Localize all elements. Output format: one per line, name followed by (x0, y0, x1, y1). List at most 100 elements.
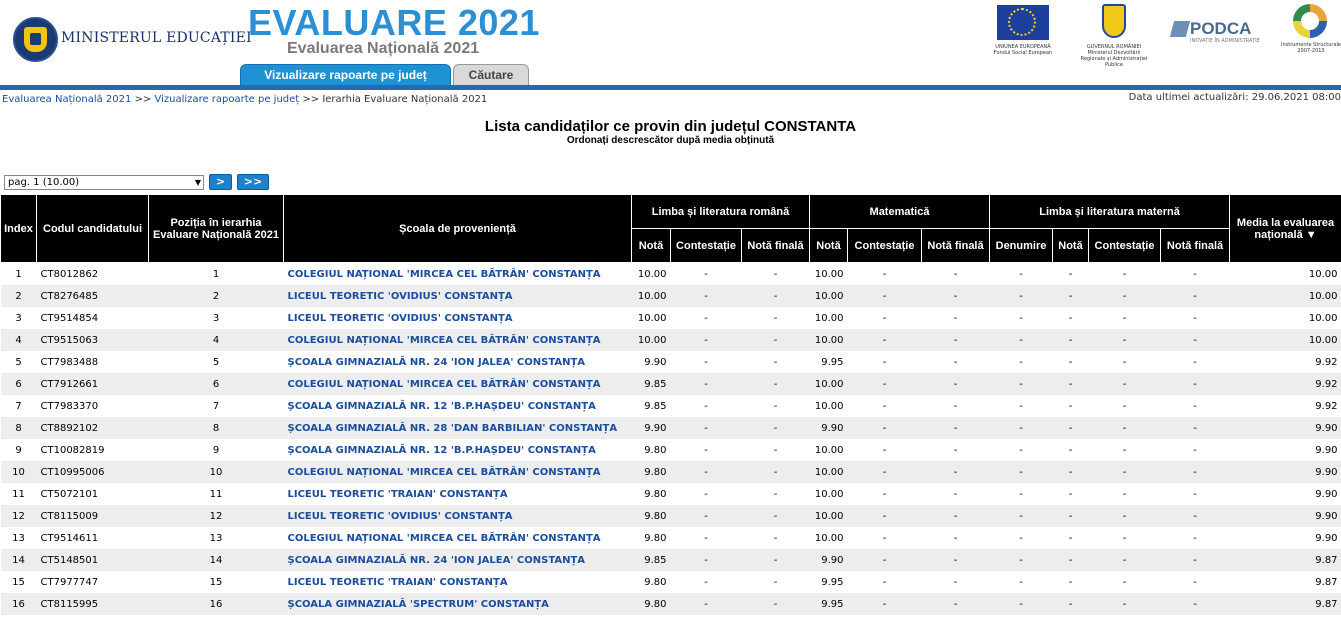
cell-romana-nota: 9.90 (631, 417, 671, 439)
cell-materna-nota-finala: - (1160, 417, 1230, 439)
col-materna-nota-header[interactable]: Notă (1052, 228, 1089, 263)
col-mate-contestatie-header[interactable]: Contestație (847, 228, 922, 263)
cell-candidate-code: CT5148501 (36, 549, 149, 571)
cell-materna-nota: - (1052, 549, 1089, 571)
results-table: Index Codul candidatului Poziția în iera… (0, 194, 1341, 615)
site-subtitle: Evaluarea Națională 2021 (287, 40, 480, 57)
cell-materna-denumire: - (989, 593, 1053, 615)
col-romana-contestatie-header[interactable]: Contestație (670, 228, 742, 263)
cell-school-link[interactable]: ȘCOALA GIMNAZIALĂ NR. 24 'ION JALEA' CON… (283, 351, 632, 373)
cell-romana-nota-finala: - (741, 461, 810, 483)
cell-romana-nota: 9.85 (631, 373, 671, 395)
cell-school-link[interactable]: COLEGIUL NAȚIONAL 'MIRCEA CEL BĂTRÂN' CO… (283, 461, 632, 483)
cell-position: 16 (148, 593, 284, 615)
cell-materna-contestatie: - (1088, 285, 1161, 307)
page-header: MINISTERUL EDUCAȚIEI EVALUARE 2021 Evalu… (0, 0, 1341, 90)
cell-mate-nota-finala: - (921, 285, 990, 307)
cell-mate-nota: 10.00 (809, 307, 848, 329)
cell-romana-nota-finala: - (741, 351, 810, 373)
structural-instruments-icon (1293, 4, 1327, 38)
cell-media: 9.92 (1229, 395, 1341, 417)
cell-romana-contestatie: - (670, 527, 742, 549)
cell-materna-nota-finala: - (1160, 329, 1230, 351)
cell-materna-contestatie: - (1088, 373, 1161, 395)
col-materna-denumire-header[interactable]: Denumire (989, 228, 1053, 263)
cell-school-link[interactable]: ȘCOALA GIMNAZIALĂ NR. 12 'B.P.HAȘDEU' CO… (283, 395, 632, 417)
cell-romana-nota-finala: - (741, 329, 810, 351)
cell-school-link[interactable]: LICEUL TEORETIC 'TRAIAN' CONSTANȚA (283, 483, 632, 505)
cell-school-link[interactable]: ȘCOALA GIMNAZIALĂ NR. 24 'ION JALEA' CON… (283, 549, 632, 571)
cell-school-link[interactable]: ȘCOALA GIMNAZIALĂ 'SPECTRUM' CONSTANȚA (283, 593, 632, 615)
cell-position: 2 (148, 285, 284, 307)
table-row: 4 CT9515063 4 COLEGIUL NAȚIONAL 'MIRCEA CEL… (0, 329, 1341, 351)
cell-school-link[interactable]: COLEGIUL NAȚIONAL 'MIRCEA CEL BĂTRÂN' CO… (283, 329, 632, 351)
cell-candidate-code: CT7912661 (36, 373, 149, 395)
cell-materna-nota: - (1052, 461, 1089, 483)
cell-romana-nota-finala: - (741, 285, 810, 307)
cell-school-link[interactable]: LICEUL TEORETIC 'TRAIAN' CONSTANȚA (283, 571, 632, 593)
chevron-down-icon: ▼ (194, 178, 201, 187)
cell-romana-nota-finala: - (741, 262, 810, 285)
col-position-header[interactable]: Poziția în ierarhia Evaluare Națională 2… (148, 194, 284, 263)
cell-romana-nota-finala: - (741, 307, 810, 329)
cell-materna-nota-finala: - (1160, 395, 1230, 417)
sort-desc-icon: ▼ (1305, 228, 1317, 241)
breadcrumb-county-reports-link[interactable]: Vizualizare rapoarte pe județ (154, 94, 300, 105)
cell-materna-denumire: - (989, 417, 1053, 439)
cell-materna-contestatie: - (1088, 417, 1161, 439)
site-title: EVALUARE 2021 (248, 2, 540, 43)
last-page-button[interactable]: >> (237, 174, 269, 190)
cell-mate-contestatie: - (847, 439, 922, 461)
cell-school-link[interactable]: COLEGIUL NAȚIONAL 'MIRCEA CEL BĂTRÂN' CO… (283, 527, 632, 549)
cell-media: 9.87 (1229, 571, 1341, 593)
cell-school-link[interactable]: COLEGIUL NAȚIONAL 'MIRCEA CEL BĂTRÂN' CO… (283, 262, 632, 285)
cell-position: 9 (148, 439, 284, 461)
cell-media: 9.87 (1229, 593, 1341, 615)
col-school-header[interactable]: Școala de proveniență (283, 194, 632, 263)
cell-materna-denumire: - (989, 329, 1053, 351)
cell-candidate-code: CT8276485 (36, 285, 149, 307)
cell-school-link[interactable]: ȘCOALA GIMNAZIALĂ NR. 28 'DAN BARBILIAN'… (283, 417, 632, 439)
cell-school-link[interactable]: ȘCOALA GIMNAZIALĂ NR. 12 'B.P.HAȘDEU' CO… (283, 439, 632, 461)
breadcrumb-home-link[interactable]: Evaluarea Națională 2021 (2, 94, 132, 105)
cell-school-link[interactable]: COLEGIUL NAȚIONAL 'MIRCEA CEL BĂTRÂN' CO… (283, 373, 632, 395)
cell-school-link[interactable]: LICEUL TEORETIC 'OVIDIUS' CONSTANȚA (283, 505, 632, 527)
cell-mate-nota-finala: - (921, 527, 990, 549)
col-mate-nota-header[interactable]: Notă (809, 228, 848, 263)
page-select[interactable]: pag. 1 (10.00) ▼ (4, 175, 204, 190)
cell-mate-nota-finala: - (921, 483, 990, 505)
cell-romana-nota: 10.00 (631, 262, 671, 285)
col-romana-nota-finala-header[interactable]: Notă finală (741, 228, 810, 263)
cell-school-link[interactable]: LICEUL TEORETIC 'OVIDIUS' CONSTANȚA (283, 285, 632, 307)
col-mate-nota-finala-header[interactable]: Notă finală (921, 228, 990, 263)
eu-flag-icon (997, 5, 1049, 40)
cell-media: 9.87 (1229, 549, 1341, 571)
cell-materna-nota: - (1052, 373, 1089, 395)
tab-search[interactable]: Căutare (453, 64, 529, 85)
col-materna-contestatie-header[interactable]: Contestație (1088, 228, 1161, 263)
col-romana-nota-header[interactable]: Notă (631, 228, 671, 263)
col-index-header[interactable]: Index (0, 194, 37, 263)
table-row: 16 CT8115995 16 ȘCOALA GIMNAZIALĂ 'SPECTRUM… (0, 593, 1341, 615)
cell-romana-contestatie: - (670, 329, 742, 351)
header-divider (0, 85, 1341, 90)
tab-county-reports[interactable]: Vizualizare rapoarte pe județ (240, 64, 451, 85)
cell-materna-nota: - (1052, 527, 1089, 549)
cell-materna-contestatie: - (1088, 329, 1161, 351)
cell-mate-nota-finala: - (921, 593, 990, 615)
cell-romana-contestatie: - (670, 571, 742, 593)
cell-school-link[interactable]: LICEUL TEORETIC 'OVIDIUS' CONSTANȚA (283, 307, 632, 329)
col-media-header[interactable]: Media la evaluarea națională ▼ (1229, 194, 1341, 263)
col-materna-nota-finala-header[interactable]: Notă finală (1159, 228, 1231, 263)
cell-mate-contestatie: - (847, 329, 922, 351)
cell-mate-nota: 10.00 (809, 285, 848, 307)
government-crest-icon (1102, 4, 1126, 38)
next-page-button[interactable]: > (209, 174, 232, 190)
table-row: 5 CT7983488 5 ȘCOALA GIMNAZIALĂ NR. 24 'ION… (0, 351, 1341, 373)
cell-materna-nota: - (1052, 439, 1089, 461)
cell-mate-nota-finala: - (921, 571, 990, 593)
ministry-crest-icon (13, 17, 58, 62)
cell-mate-nota-finala: - (921, 395, 990, 417)
cell-materna-denumire: - (989, 461, 1053, 483)
col-code-header[interactable]: Codul candidatului (36, 194, 149, 263)
